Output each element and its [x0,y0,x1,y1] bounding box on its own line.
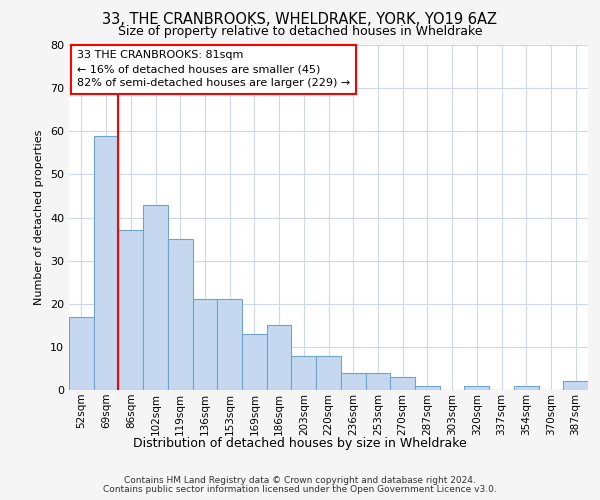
Bar [94,136,118,390]
Text: Size of property relative to detached houses in Wheldrake: Size of property relative to detached ho… [118,25,482,38]
Bar [69,316,94,390]
Bar [464,386,489,390]
Text: Contains HM Land Registry data © Crown copyright and database right 2024.: Contains HM Land Registry data © Crown c… [124,476,476,485]
Bar [242,334,267,390]
Bar [193,300,217,390]
Bar [168,239,193,390]
Bar [118,230,143,390]
Bar [217,300,242,390]
Y-axis label: Number of detached properties: Number of detached properties [34,130,44,305]
Bar [563,382,588,390]
Text: Distribution of detached houses by size in Wheldrake: Distribution of detached houses by size … [133,438,467,450]
Bar [390,377,415,390]
Bar [316,356,341,390]
Text: 33 THE CRANBROOKS: 81sqm
← 16% of detached houses are smaller (45)
82% of semi-d: 33 THE CRANBROOKS: 81sqm ← 16% of detach… [77,50,350,88]
Bar [292,356,316,390]
Bar [365,373,390,390]
Bar [267,326,292,390]
Bar [514,386,539,390]
Text: 33, THE CRANBROOKS, WHELDRAKE, YORK, YO19 6AZ: 33, THE CRANBROOKS, WHELDRAKE, YORK, YO1… [103,12,497,28]
Bar [143,204,168,390]
Text: Contains public sector information licensed under the Open Government Licence v3: Contains public sector information licen… [103,485,497,494]
Bar [415,386,440,390]
Bar [341,373,365,390]
